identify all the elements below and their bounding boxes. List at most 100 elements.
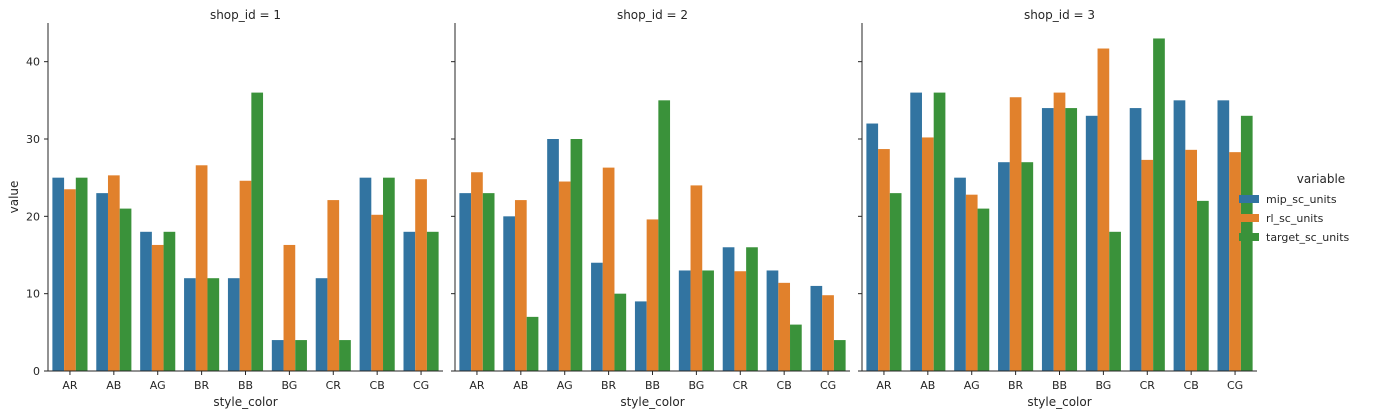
bar-rl_sc_units-BG: [1097, 48, 1110, 372]
x-tick-label: CG: [1227, 379, 1243, 392]
bar-mip_sc_units-BR: [591, 262, 603, 371]
bar-target_sc_units-BB: [251, 92, 264, 371]
bar-rl_sc_units-BG: [690, 185, 703, 371]
bar-rl_sc_units-BR: [1009, 97, 1022, 372]
y-tick-label: 20: [26, 210, 40, 223]
x-axis-label: style_color: [213, 395, 277, 409]
x-tick-label: BB: [238, 379, 253, 392]
bar-mip_sc_units-BB: [634, 301, 647, 371]
legend-swatch-rl_sc_units: [1239, 214, 1259, 222]
bar-mip_sc_units-BR: [998, 162, 1010, 371]
bar-target_sc_units-BB: [1065, 108, 1078, 371]
bar-mip_sc_units-CB: [359, 177, 372, 371]
bar-rl_sc_units-AG: [151, 244, 164, 371]
x-tick-label: BR: [601, 379, 617, 392]
bar-mip_sc_units-CG: [1217, 100, 1230, 371]
x-tick-label: BB: [645, 379, 660, 392]
x-tick-label: AR: [469, 379, 485, 392]
bar-mip_sc_units-CG: [810, 285, 823, 371]
bar-mip_sc_units-BB: [227, 278, 240, 371]
legend-label: rl_sc_units: [1266, 212, 1324, 225]
bar-mip_sc_units-AR: [866, 123, 879, 371]
bar-target_sc_units-AG: [163, 231, 176, 371]
bar-target_sc_units-CR: [746, 247, 758, 371]
x-tick-label: BB: [1052, 379, 1067, 392]
bar-rl_sc_units-CB: [1185, 149, 1198, 371]
bar-target_sc_units-CB: [1197, 200, 1209, 371]
legend-title: variable: [1297, 172, 1345, 186]
bar-rl_sc_units-BB: [1053, 92, 1066, 371]
y-tick-label: 40: [26, 56, 40, 69]
bar-mip_sc_units-CR: [722, 247, 735, 371]
bar-rl_sc_units-CB: [371, 214, 384, 371]
panel-title: shop_id = 2: [617, 8, 688, 22]
bar-rl_sc_units-AB: [107, 175, 120, 371]
x-tick-label: BG: [281, 379, 297, 392]
bar-target_sc_units-BG: [1109, 231, 1121, 371]
x-tick-label: BG: [1095, 379, 1111, 392]
bar-rl_sc_units-CR: [327, 200, 340, 371]
bar-rl_sc_units-CB: [778, 282, 791, 371]
x-tick-label: AB: [920, 379, 935, 392]
x-tick-label: AR: [876, 379, 892, 392]
y-tick-label: 10: [26, 288, 40, 301]
bar-mip_sc_units-BB: [1041, 108, 1054, 371]
x-tick-label: CR: [326, 379, 342, 392]
y-axis-label: value: [7, 181, 21, 214]
bar-rl_sc_units-AG: [965, 194, 978, 371]
legend-label: target_sc_units: [1266, 231, 1350, 244]
bar-target_sc_units-CR: [339, 340, 351, 371]
bar-target_sc_units-BR: [1021, 162, 1034, 371]
x-tick-label: CB: [370, 379, 385, 392]
bar-rl_sc_units-BR: [602, 167, 615, 371]
bar-rl_sc_units-CR: [734, 271, 747, 371]
x-tick-label: AG: [150, 379, 166, 392]
bar-mip_sc_units-CB: [1173, 100, 1186, 371]
legend-label: mip_sc_units: [1266, 193, 1337, 206]
bar-rl_sc_units-CG: [415, 179, 427, 371]
bar-mip_sc_units-BG: [271, 340, 284, 371]
bar-mip_sc_units-BG: [678, 270, 691, 371]
bar-target_sc_units-AR: [889, 193, 902, 371]
bar-target_sc_units-BR: [614, 293, 627, 371]
bar-target_sc_units-CB: [790, 324, 802, 371]
x-axis-label: style_color: [620, 395, 684, 409]
panel-title: shop_id = 3: [1024, 8, 1095, 22]
y-tick-label: 0: [33, 365, 40, 378]
x-tick-label: CR: [733, 379, 749, 392]
bar-rl_sc_units-CG: [822, 295, 834, 371]
bar-target_sc_units-BR: [207, 278, 220, 371]
bar-target_sc_units-BG: [702, 270, 714, 371]
bar-mip_sc_units-AR: [52, 177, 65, 371]
bar-mip_sc_units-BR: [184, 278, 196, 371]
bar-rl_sc_units-BB: [646, 219, 659, 371]
x-tick-label: CG: [413, 379, 429, 392]
x-tick-label: CB: [777, 379, 792, 392]
bar-mip_sc_units-AB: [96, 193, 108, 371]
bar-target_sc_units-CR: [1153, 38, 1165, 371]
bar-mip_sc_units-CG: [403, 231, 416, 371]
bar-rl_sc_units-BB: [239, 180, 252, 371]
bar-mip_sc_units-AB: [503, 216, 515, 371]
bar-mip_sc_units-BG: [1085, 115, 1098, 371]
bar-mip_sc_units-AR: [459, 193, 472, 371]
bar-mip_sc_units-CR: [1129, 108, 1142, 371]
bar-target_sc_units-AG: [570, 139, 583, 371]
x-tick-label: CG: [820, 379, 836, 392]
x-tick-label: CB: [1184, 379, 1199, 392]
bar-rl_sc_units-AR: [471, 172, 483, 371]
bar-rl_sc_units-AG: [558, 181, 571, 371]
bar-target_sc_units-AB: [933, 92, 946, 371]
x-tick-label: CR: [1140, 379, 1156, 392]
x-tick-label: BG: [688, 379, 704, 392]
x-tick-label: AG: [557, 379, 573, 392]
x-tick-label: BR: [1008, 379, 1024, 392]
bar-target_sc_units-AB: [526, 316, 539, 371]
panel-title: shop_id = 1: [210, 8, 281, 22]
bar-rl_sc_units-AB: [514, 200, 527, 371]
bar-target_sc_units-BB: [658, 100, 671, 371]
bar-target_sc_units-AR: [75, 177, 88, 371]
bar-target_sc_units-AB: [119, 208, 132, 371]
bar-mip_sc_units-AB: [910, 92, 922, 371]
